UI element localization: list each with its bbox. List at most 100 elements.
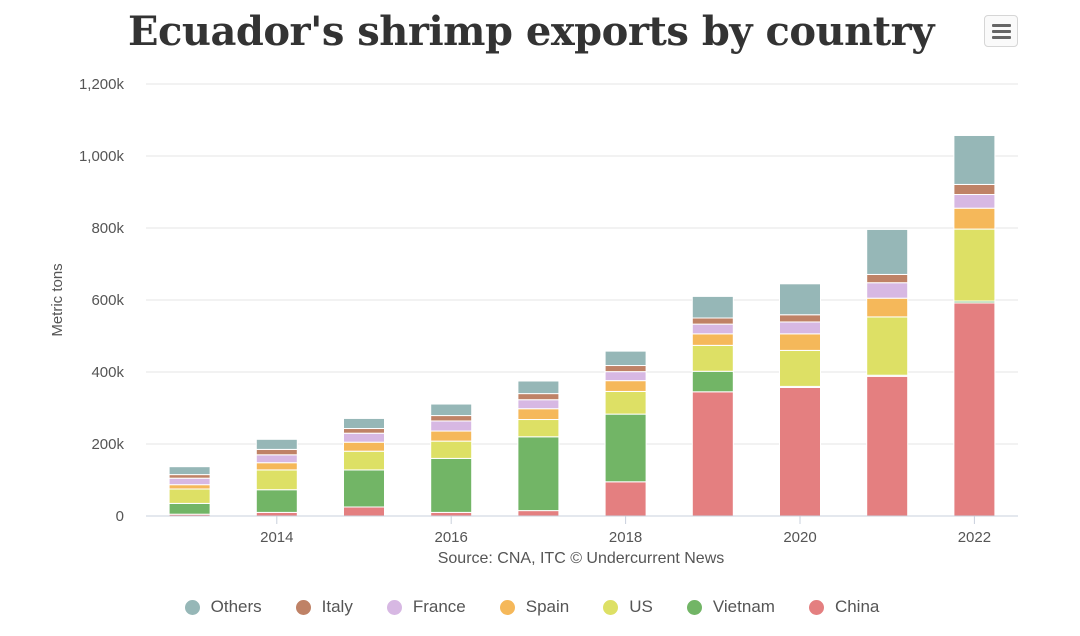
bar-segment-china-2015[interactable] bbox=[343, 506, 385, 517]
bar-segment-vietnam-2014[interactable] bbox=[255, 489, 298, 513]
bar-segment-italy-2017[interactable] bbox=[517, 393, 560, 401]
y-tick-label: 200k bbox=[91, 436, 124, 453]
bar-stack-2013[interactable] bbox=[168, 466, 211, 517]
bar-segment-italy-2018[interactable] bbox=[604, 365, 647, 373]
bar-segment-china-2014[interactable] bbox=[255, 511, 298, 517]
bar-segment-others-2015[interactable] bbox=[343, 417, 385, 430]
bar-segment-france-2016[interactable] bbox=[430, 420, 473, 432]
legend-item-france[interactable]: France bbox=[386, 597, 466, 617]
bar-segment-spain-2020[interactable] bbox=[779, 333, 821, 351]
bar-segment-spain-2016[interactable] bbox=[430, 430, 473, 442]
bar-segment-france-2013[interactable] bbox=[168, 477, 211, 486]
bar-segment-vietnam-2013[interactable] bbox=[168, 502, 211, 515]
legend-item-us[interactable]: US bbox=[603, 597, 653, 617]
bar-segment-italy-2020[interactable] bbox=[779, 314, 821, 323]
x-tick-label: 2022 bbox=[958, 529, 991, 546]
bar-segment-france-2021[interactable] bbox=[866, 282, 909, 299]
bar-segment-italy-2021[interactable] bbox=[866, 273, 909, 284]
bar-segment-china-2021[interactable] bbox=[866, 375, 909, 517]
bar-stack-2018[interactable] bbox=[604, 350, 647, 517]
bar-segment-others-2017[interactable] bbox=[517, 380, 560, 395]
bar-segment-spain-2021[interactable] bbox=[866, 297, 909, 318]
bar-segment-vietnam-2016[interactable] bbox=[430, 457, 473, 513]
bar-segment-italy-2014[interactable] bbox=[255, 448, 298, 456]
y-tick-label: 400k bbox=[91, 364, 124, 381]
bar-segment-spain-2014[interactable] bbox=[255, 462, 298, 471]
bar-segment-others-2019[interactable] bbox=[691, 295, 734, 319]
source-note: Source: CNA, ITC © Undercurrent News bbox=[437, 550, 725, 567]
y-tick-label: 800k bbox=[91, 220, 124, 237]
legend-marker-icon bbox=[386, 599, 402, 615]
bar-stack-2014[interactable] bbox=[255, 438, 298, 517]
bar-stack-2017[interactable] bbox=[517, 380, 560, 517]
bar-segment-spain-2017[interactable] bbox=[517, 408, 560, 421]
bar-segment-others-2018[interactable] bbox=[604, 350, 647, 367]
bar-segment-us-2017[interactable] bbox=[517, 419, 560, 438]
legend-label: US bbox=[629, 597, 653, 616]
bar-segment-spain-2013[interactable] bbox=[168, 484, 211, 490]
legend-item-spain[interactable]: Spain bbox=[499, 597, 569, 617]
bar-segment-others-2021[interactable] bbox=[866, 228, 909, 275]
bar-segment-us-2020[interactable] bbox=[779, 349, 821, 387]
bar-segment-italy-2015[interactable] bbox=[343, 428, 385, 434]
bar-segment-france-2018[interactable] bbox=[604, 371, 647, 382]
bar-segment-france-2015[interactable] bbox=[343, 432, 385, 443]
legend-item-vietnam[interactable]: Vietnam bbox=[686, 597, 775, 617]
bar-segment-others-2016[interactable] bbox=[430, 403, 473, 417]
bar-segment-vietnam-2017[interactable] bbox=[517, 436, 560, 512]
legend-marker-icon bbox=[499, 599, 515, 615]
bar-segment-italy-2016[interactable] bbox=[430, 415, 473, 422]
bar-segment-spain-2015[interactable] bbox=[343, 441, 385, 452]
bar-segment-us-2015[interactable] bbox=[343, 450, 385, 471]
bar-segment-spain-2022[interactable] bbox=[953, 207, 996, 230]
bar-segment-spain-2018[interactable] bbox=[604, 380, 647, 392]
bar-stack-2021[interactable] bbox=[866, 228, 909, 517]
bar-segment-china-2018[interactable] bbox=[604, 481, 647, 517]
x-tick-label: 2018 bbox=[609, 529, 642, 546]
bar-segment-china-2020[interactable] bbox=[779, 386, 821, 517]
bar-segment-france-2020[interactable] bbox=[779, 321, 821, 335]
bar-segment-others-2014[interactable] bbox=[255, 438, 298, 450]
legend-label: Others bbox=[210, 597, 262, 616]
bar-segment-others-2013[interactable] bbox=[168, 466, 211, 476]
bar-segment-us-2019[interactable] bbox=[691, 344, 734, 372]
bar-segment-others-2020[interactable] bbox=[779, 283, 821, 316]
bar-stack-2019[interactable] bbox=[691, 295, 734, 517]
bar-stack-2015[interactable] bbox=[343, 417, 385, 517]
bar-segment-china-2017[interactable] bbox=[517, 510, 560, 517]
bar-segment-vietnam-2015[interactable] bbox=[343, 469, 385, 508]
bar-stack-2016[interactable] bbox=[430, 403, 473, 517]
bar-segment-france-2022[interactable] bbox=[953, 194, 996, 209]
bar-segment-spain-2019[interactable] bbox=[691, 333, 734, 346]
legend-item-china[interactable]: China bbox=[808, 597, 879, 617]
hamburger-menu-icon[interactable] bbox=[984, 15, 1018, 47]
bar-segment-italy-2022[interactable] bbox=[953, 183, 996, 196]
bar-segment-france-2017[interactable] bbox=[517, 399, 560, 410]
bars bbox=[168, 134, 996, 517]
bar-segment-us-2016[interactable] bbox=[430, 440, 473, 459]
x-tick-label: 2020 bbox=[783, 529, 816, 546]
bar-segment-others-2022[interactable] bbox=[953, 134, 996, 185]
bar-segment-china-2022[interactable] bbox=[953, 302, 996, 517]
legend-label: Italy bbox=[321, 597, 353, 616]
chart-title: Ecuador's shrimp exports by country bbox=[128, 8, 934, 55]
bar-segment-us-2021[interactable] bbox=[866, 316, 909, 376]
legend-marker-icon bbox=[686, 599, 702, 615]
bar-segment-france-2019[interactable] bbox=[691, 323, 734, 335]
bar-segment-vietnam-2019[interactable] bbox=[691, 370, 734, 393]
legend-item-others[interactable]: Others bbox=[184, 597, 262, 617]
bar-segment-italy-2013[interactable] bbox=[168, 474, 211, 479]
bar-segment-vietnam-2018[interactable] bbox=[604, 413, 647, 483]
bar-segment-us-2013[interactable] bbox=[168, 488, 211, 504]
legend-label: Vietnam bbox=[712, 597, 775, 616]
bar-segment-italy-2019[interactable] bbox=[691, 317, 734, 325]
bar-segment-france-2014[interactable] bbox=[255, 454, 298, 464]
legend-item-italy[interactable]: Italy bbox=[295, 597, 353, 617]
bar-segment-us-2014[interactable] bbox=[255, 469, 298, 491]
bar-stack-2022[interactable] bbox=[953, 134, 996, 517]
bar-segment-us-2022[interactable] bbox=[953, 228, 996, 302]
bar-segment-china-2019[interactable] bbox=[691, 391, 734, 517]
bar-segment-us-2018[interactable] bbox=[604, 390, 647, 415]
bar-stack-2020[interactable] bbox=[779, 283, 821, 517]
bar-segment-china-2016[interactable] bbox=[430, 511, 473, 517]
